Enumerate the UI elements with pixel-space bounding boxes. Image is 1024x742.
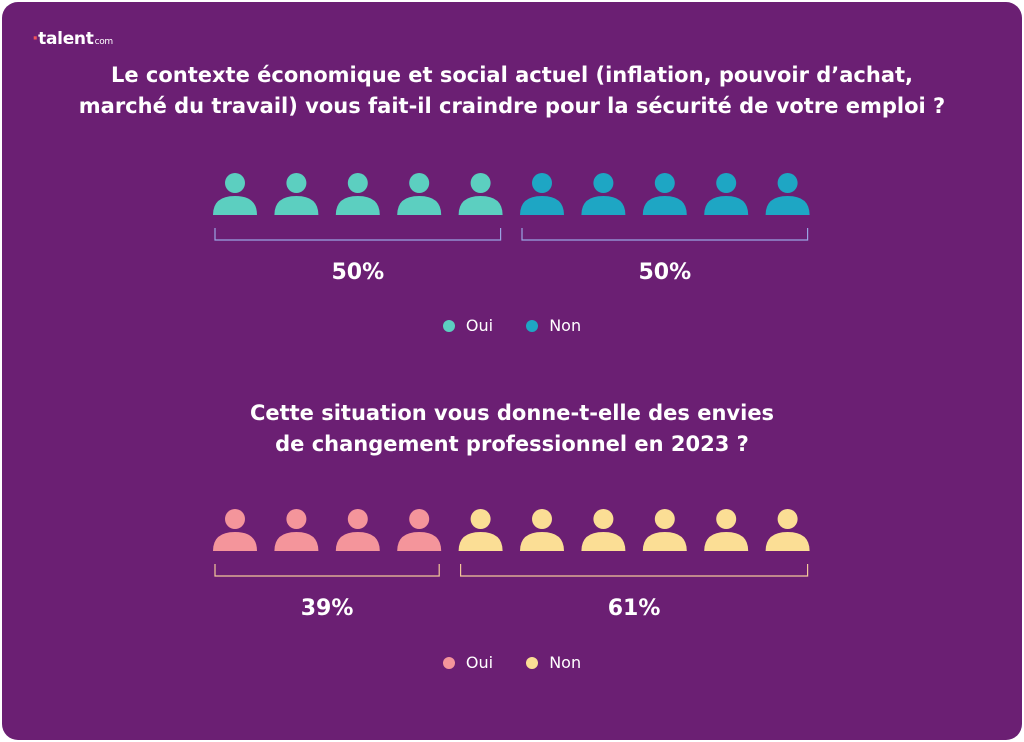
percent-label: 50% [638,260,691,285]
person-icon [458,509,503,551]
legend-1-label-oui: Oui [465,316,494,335]
person-icon [642,173,687,215]
legend-1-swatch-oui [442,320,455,332]
person-icon [520,173,564,215]
question-2-title: Cette situation vous donne-t-elle des en… [22,398,1002,460]
question-2-line-2: de changement professionnel en 2023 ? [275,432,749,456]
person-icon [581,173,626,215]
legend-2: Oui Non [2,653,1022,672]
person-icon [765,509,810,551]
person-icon [581,509,626,551]
person-icon [704,509,749,551]
person-icon [274,173,319,215]
person-icon [335,509,380,551]
legend-1-item-non: Non [526,316,581,335]
person-icon [213,173,257,215]
percent-label: 50% [331,260,384,285]
person-icon [765,173,810,215]
group-bracket [214,228,502,241]
legend-1-label-non: Non [549,316,582,335]
legend-1: Oui Non [2,316,1022,335]
person-icon [520,509,564,551]
legend-2-swatch-oui [442,657,455,669]
pictogram-chart-2: 39% 61% [213,509,810,621]
person-icon [458,173,503,215]
person-icon [397,173,442,215]
group-bracket [214,564,440,577]
question-1-line-1: Le contexte économique et social actuel … [110,63,914,87]
legend-2-item-oui: Oui [442,653,494,672]
talent-logo: ·talentcom [32,29,113,49]
group-bracket [460,564,809,577]
question-1-title: Le contexte économique et social actuel … [22,60,1002,122]
question-1-line-2: marché du travail) vous fait-il craindre… [78,94,946,118]
legend-2-label-oui: Oui [465,653,494,672]
legend-2-item-non: Non [526,653,581,672]
person-icon [335,173,380,215]
legend-2-swatch-non [526,657,539,669]
logo-text: talent [38,29,94,49]
question-2-line-1: Cette situation vous donne-t-elle des en… [249,401,775,425]
person-icon [642,509,687,551]
person-icon [213,509,257,551]
pictogram-chart-1: 50% 50% [213,173,810,285]
person-icon [274,509,319,551]
legend-1-item-oui: Oui [442,316,494,335]
logo-suffix: com [94,37,114,47]
legend-1-swatch-non [526,320,539,332]
group-bracket [521,228,809,241]
person-icon [397,509,442,551]
percent-label: 39% [301,596,354,621]
person-icon [704,173,749,215]
legend-2-label-non: Non [549,653,582,672]
percent-label: 61% [608,596,661,621]
